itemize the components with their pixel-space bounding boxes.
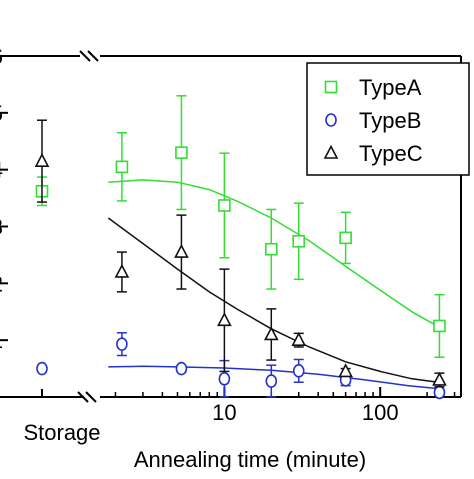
data-point-typeb bbox=[116, 337, 128, 351]
y-tick-label: 1 bbox=[0, 328, 3, 353]
axis-break-mark bbox=[87, 50, 99, 62]
storage-tick-label: Storage bbox=[23, 420, 100, 445]
y-tick-label: 6 bbox=[0, 44, 3, 69]
axis-break-mark bbox=[79, 50, 91, 62]
data-point-typeb-storage bbox=[36, 361, 48, 376]
data-point-typec bbox=[174, 243, 189, 258]
data-point-typea bbox=[292, 234, 306, 248]
data-point-typea bbox=[264, 242, 278, 256]
labels-layer: Annealing time (minute) Storage bbox=[23, 420, 366, 472]
data-point-typea bbox=[218, 199, 231, 212]
data-point-typec bbox=[432, 371, 447, 386]
data-point-typeb bbox=[265, 374, 278, 388]
data-point-typeb bbox=[218, 372, 231, 386]
data-point-typea bbox=[115, 160, 129, 174]
legend-label-typeb: TypeB bbox=[359, 108, 421, 133]
data-point-typec bbox=[217, 312, 232, 327]
x-tick-label: 10 bbox=[212, 400, 236, 425]
data-point-typea bbox=[433, 319, 446, 333]
data-point-typec bbox=[263, 326, 279, 341]
data-point-typeb bbox=[175, 361, 188, 376]
y-tick-label: 3 bbox=[0, 215, 3, 240]
axis-break-mark bbox=[77, 391, 89, 403]
y-tick-label: 2 bbox=[0, 271, 3, 296]
data-point-typec bbox=[291, 331, 307, 346]
legend-label-typec: TypeC bbox=[359, 141, 423, 166]
data-point-typec bbox=[338, 363, 353, 378]
legend-marker-typeb bbox=[325, 113, 337, 127]
legend-label-typea: TypeA bbox=[359, 75, 422, 100]
legend-marker-typec bbox=[323, 144, 339, 159]
legend-marker-typea bbox=[324, 80, 338, 94]
axes-layer: 1 2 3 4 5 6 10 100 bbox=[0, 44, 462, 425]
fit-curves-layer bbox=[107, 179, 443, 390]
axis-break-mark bbox=[85, 391, 97, 403]
y-tick-label: 5 bbox=[0, 101, 3, 126]
data-point-typea bbox=[175, 146, 188, 159]
data-point-typec bbox=[114, 263, 130, 278]
data-point-typea bbox=[339, 231, 352, 245]
legend: TypeA TypeB TypeC bbox=[306, 62, 470, 176]
x-axis-label: Annealing time (minute) bbox=[134, 447, 366, 472]
data-point-typeb bbox=[292, 364, 305, 378]
fit-curve-typec bbox=[107, 217, 443, 384]
data-points-layer bbox=[34, 95, 447, 400]
data-point-typec-storage bbox=[34, 152, 50, 167]
data-point-typeb bbox=[433, 385, 446, 400]
x-tick-label: 100 bbox=[362, 400, 399, 425]
y-tick-label: 4 bbox=[0, 158, 3, 183]
